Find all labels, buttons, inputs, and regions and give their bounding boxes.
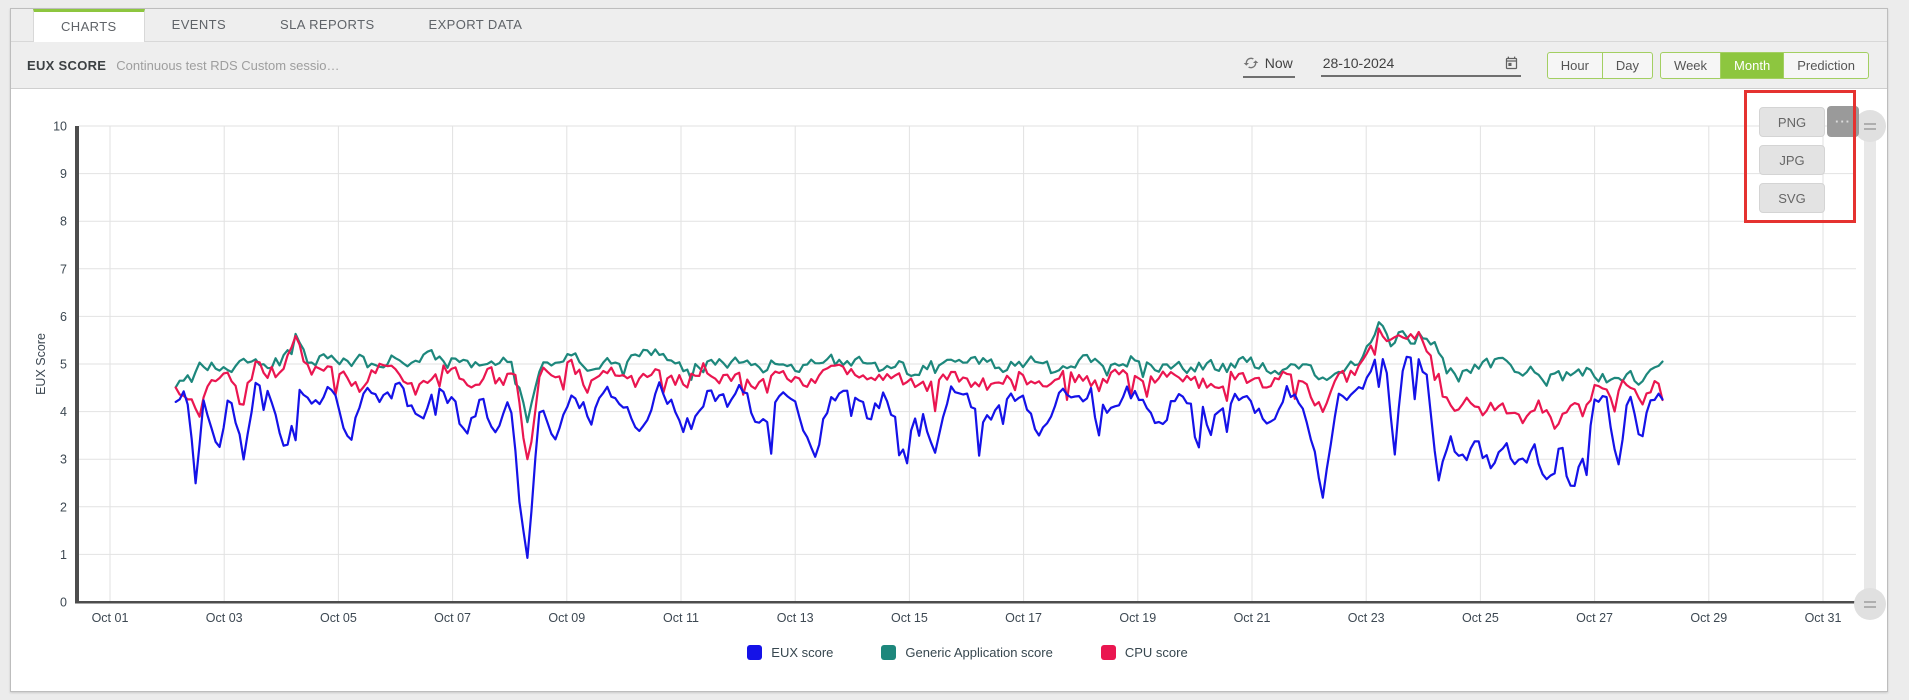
svg-text:10: 10 <box>53 120 67 134</box>
svg-text:Oct 27: Oct 27 <box>1576 611 1613 625</box>
range-month-button[interactable]: Month <box>1720 52 1784 78</box>
tab-charts[interactable]: CHARTS <box>33 9 145 42</box>
tab-sla-reports[interactable]: SLA REPORTS <box>280 17 375 32</box>
export-menu: PNG JPG SVG <box>1759 107 1825 213</box>
tab-bar: CHARTS EVENTS SLA REPORTS EXPORT DATA <box>11 9 1887 42</box>
zoom-slider-handle-top[interactable] <box>1854 110 1886 142</box>
legend-item-generic-application-score[interactable]: Generic Application score <box>881 645 1053 660</box>
svg-text:Oct 23: Oct 23 <box>1348 611 1385 625</box>
svg-text:1: 1 <box>60 548 67 562</box>
svg-text:Oct 01: Oct 01 <box>92 611 129 625</box>
legend-label-cpu: CPU score <box>1124 645 1188 660</box>
svg-text:Oct 11: Oct 11 <box>663 611 699 625</box>
svg-text:Oct 21: Oct 21 <box>1234 611 1271 625</box>
calendar-icon[interactable] <box>1504 56 1519 71</box>
refresh-now-button[interactable]: Now <box>1242 53 1295 78</box>
now-label: Now <box>1264 54 1293 71</box>
chart-title: EUX SCORE <box>27 57 107 73</box>
legend-item-cpu-score[interactable]: CPU score <box>1100 645 1188 660</box>
chart-subtitle: Continuous test RDS Custom sessio… <box>116 57 340 73</box>
range-group-long: Week Month Prediction <box>1660 51 1869 79</box>
svg-text:Oct 07: Oct 07 <box>434 611 471 625</box>
refresh-icon <box>1243 55 1259 71</box>
chart-toolbar: EUX SCORE Continuous test RDS Custom ses… <box>11 42 1887 89</box>
svg-text:Oct 25: Oct 25 <box>1462 611 1499 625</box>
svg-text:5: 5 <box>60 358 67 372</box>
zoom-slider-track[interactable] <box>1864 129 1876 599</box>
svg-text:8: 8 <box>60 215 67 229</box>
chart-widget-card: CHARTS EVENTS SLA REPORTS EXPORT DATA EU… <box>10 8 1888 692</box>
svg-text:Oct 17: Oct 17 <box>1005 611 1042 625</box>
range-group-short: Hour Day <box>1546 51 1654 79</box>
toolbar-controls: Now 28-10-2024 Hour Day Week Month <box>1242 51 1869 79</box>
svg-text:Oct 09: Oct 09 <box>548 611 585 625</box>
svg-text:Oct 13: Oct 13 <box>777 611 814 625</box>
range-hour-button[interactable]: Hour <box>1548 53 1602 78</box>
export-png-button[interactable]: PNG <box>1759 107 1825 137</box>
legend-label-generic: Generic Application score <box>905 645 1053 660</box>
svg-text:9: 9 <box>60 167 67 181</box>
date-value: 28-10-2024 <box>1322 55 1395 71</box>
svg-text:4: 4 <box>60 405 67 419</box>
svg-text:Oct 29: Oct 29 <box>1690 611 1727 625</box>
range-week-button[interactable]: Week <box>1661 53 1720 78</box>
svg-text:Oct 03: Oct 03 <box>206 611 243 625</box>
zoom-slider-handle-bottom[interactable] <box>1854 588 1886 620</box>
svg-text:2: 2 <box>60 500 67 514</box>
range-button-row: Hour Day Week Month Prediction <box>1546 51 1869 79</box>
line-chart: 0 1 2 3 4 5 6 7 8 9 10 Oct 01 Oct 03 Oct 05 Oct 07 Oct … <box>34 120 1856 625</box>
svg-text:Oct 05: Oct 05 <box>320 611 357 625</box>
date-picker-field[interactable]: 28-10-2024 <box>1320 53 1521 77</box>
legend-swatch-eux <box>747 645 763 660</box>
svg-text:7: 7 <box>60 262 67 276</box>
svg-text:0: 0 <box>60 596 67 610</box>
chart-region: 0 1 2 3 4 5 6 7 8 9 10 Oct 01 Oct 03 Oct 05 Oct 07 Oct … <box>11 89 1887 691</box>
svg-text:3: 3 <box>60 453 67 467</box>
svg-text:Oct 19: Oct 19 <box>1119 611 1156 625</box>
legend-item-eux-score[interactable]: EUX score <box>747 645 833 660</box>
range-prediction-button[interactable]: Prediction <box>1783 52 1868 78</box>
legend-swatch-cpu <box>1100 645 1116 660</box>
chart-title-block: EUX SCORE Continuous test RDS Custom ses… <box>27 58 340 73</box>
range-day-button[interactable]: Day <box>1601 52 1652 78</box>
tab-export-data[interactable]: EXPORT DATA <box>428 17 523 32</box>
export-svg-button[interactable]: SVG <box>1759 183 1825 213</box>
svg-text:EUX Score: EUX Score <box>34 333 48 395</box>
chart-legend: EUX score Generic Application score CPU … <box>79 645 1856 660</box>
legend-swatch-generic <box>881 645 897 660</box>
export-jpg-button[interactable]: JPG <box>1759 145 1825 175</box>
legend-label-eux: EUX score <box>771 645 834 660</box>
context-menu-button[interactable]: ··· <box>1827 106 1859 137</box>
svg-text:Oct 31: Oct 31 <box>1805 611 1842 625</box>
svg-text:Oct 15: Oct 15 <box>891 611 928 625</box>
svg-text:6: 6 <box>60 310 67 324</box>
tab-events[interactable]: EVENTS <box>171 17 227 32</box>
